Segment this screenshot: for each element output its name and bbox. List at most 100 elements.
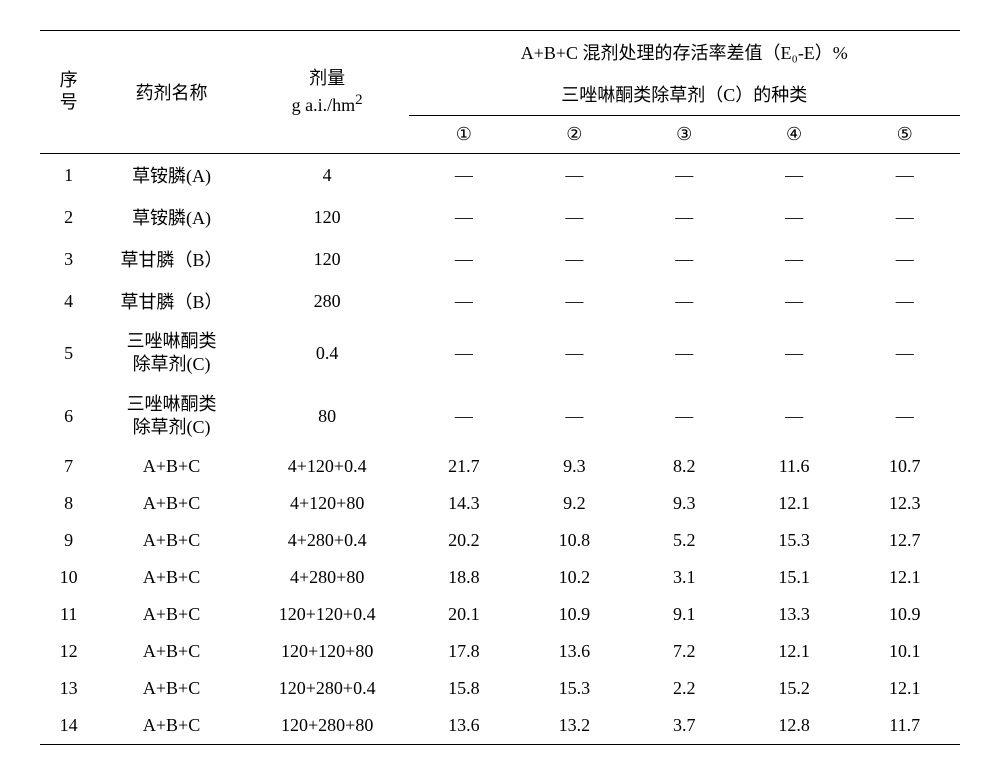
cell-value: — (630, 154, 739, 197)
cell-value: 9.3 (630, 485, 739, 522)
table-row: 2草铵膦(A)120————— (40, 196, 960, 238)
cell-value: — (519, 322, 630, 385)
cell-value: 15.2 (739, 670, 850, 707)
cell-value: 11.6 (739, 448, 850, 485)
cell-value: — (849, 280, 960, 322)
cell-value: — (739, 280, 850, 322)
cell-seq: 5 (40, 322, 97, 385)
cell-value: 13.2 (519, 707, 630, 745)
cell-name: A+B+C (97, 448, 245, 485)
cell-dose: 4 (246, 154, 409, 197)
header-seq: 序 号 (40, 31, 97, 154)
cell-value: 20.1 (409, 596, 520, 633)
cell-value: — (630, 196, 739, 238)
cell-value: — (739, 385, 850, 448)
cell-value: 8.2 (630, 448, 739, 485)
cell-value: 17.8 (409, 633, 520, 670)
cell-name: 三唑啉酮类除草剂(C) (97, 385, 245, 448)
table-row: 3草甘膦（B）120————— (40, 238, 960, 280)
cell-seq: 4 (40, 280, 97, 322)
cell-name: A+B+C (97, 559, 245, 596)
header-seq-l2: 号 (60, 92, 78, 112)
cell-dose: 120+120+80 (246, 633, 409, 670)
cell-name: 草铵膦(A) (97, 154, 245, 197)
cell-value: 3.7 (630, 707, 739, 745)
cell-value: — (849, 238, 960, 280)
cell-value: 20.2 (409, 522, 520, 559)
table-row: 13A+B+C120+280+0.415.815.32.215.212.1 (40, 670, 960, 707)
header-seq-l1: 序 (60, 70, 78, 90)
cell-name: A+B+C (97, 707, 245, 745)
cell-value: 14.3 (409, 485, 520, 522)
cell-value: 12.7 (849, 522, 960, 559)
cell-value: 13.3 (739, 596, 850, 633)
table-row: 9A+B+C4+280+0.420.210.85.215.312.7 (40, 522, 960, 559)
cell-name: 草甘膦（B） (97, 238, 245, 280)
cell-value: — (849, 196, 960, 238)
table-row: 4草甘膦（B）280————— (40, 280, 960, 322)
header-dose-sup: 2 (355, 92, 363, 108)
cell-value: — (630, 385, 739, 448)
cell-value: 21.7 (409, 448, 520, 485)
header-c1: ① (409, 116, 520, 154)
table-row: 14A+B+C120+280+8013.613.23.712.811.7 (40, 707, 960, 745)
cell-value: — (849, 154, 960, 197)
cell-value: 12.3 (849, 485, 960, 522)
cell-value: — (409, 385, 520, 448)
header-dose: 剂量 g a.i./hm2 (246, 31, 409, 154)
cell-value: 12.1 (849, 670, 960, 707)
cell-seq: 10 (40, 559, 97, 596)
cell-value: 15.8 (409, 670, 520, 707)
header-main-sub: 三唑啉酮类除草剂（C）的种类 (409, 73, 960, 116)
table-row: 12A+B+C120+120+8017.813.67.212.110.1 (40, 633, 960, 670)
cell-value: — (409, 196, 520, 238)
cell-value: — (409, 280, 520, 322)
cell-value: 15.3 (519, 670, 630, 707)
cell-dose: 4+280+80 (246, 559, 409, 596)
cell-value: — (409, 322, 520, 385)
header-main-top: A+B+C 混剂处理的存活率差值（E₀-E）% (409, 31, 960, 74)
cell-value: 10.8 (519, 522, 630, 559)
cell-value: 10.2 (519, 559, 630, 596)
cell-value: — (739, 322, 850, 385)
cell-value: — (519, 238, 630, 280)
cell-seq: 13 (40, 670, 97, 707)
cell-dose: 120+280+0.4 (246, 670, 409, 707)
cell-value: 15.1 (739, 559, 850, 596)
cell-dose: 120 (246, 238, 409, 280)
cell-value: 15.3 (739, 522, 850, 559)
cell-value: 5.2 (630, 522, 739, 559)
cell-name: A+B+C (97, 522, 245, 559)
cell-value: — (519, 280, 630, 322)
cell-seq: 12 (40, 633, 97, 670)
cell-value: 11.7 (849, 707, 960, 745)
cell-value: — (519, 196, 630, 238)
cell-name: A+B+C (97, 670, 245, 707)
cell-value: 3.1 (630, 559, 739, 596)
cell-value: 9.3 (519, 448, 630, 485)
cell-seq: 3 (40, 238, 97, 280)
cell-value: 13.6 (519, 633, 630, 670)
cell-value: — (630, 322, 739, 385)
header-dose-l2: g a.i./hm (292, 95, 356, 115)
cell-value: — (739, 196, 850, 238)
cell-dose: 4+120+0.4 (246, 448, 409, 485)
cell-value: — (739, 238, 850, 280)
cell-value: 9.2 (519, 485, 630, 522)
cell-seq: 8 (40, 485, 97, 522)
cell-dose: 4+280+0.4 (246, 522, 409, 559)
cell-name: 三唑啉酮类除草剂(C) (97, 322, 245, 385)
cell-value: 9.1 (630, 596, 739, 633)
cell-value: — (849, 322, 960, 385)
cell-value: — (630, 238, 739, 280)
cell-dose: 4+120+80 (246, 485, 409, 522)
cell-value: — (519, 385, 630, 448)
header-c4: ④ (739, 116, 850, 154)
cell-value: 12.8 (739, 707, 850, 745)
cell-value: 18.8 (409, 559, 520, 596)
cell-value: 10.1 (849, 633, 960, 670)
cell-value: 12.1 (849, 559, 960, 596)
cell-name: 草铵膦(A) (97, 196, 245, 238)
cell-seq: 9 (40, 522, 97, 559)
cell-value: 13.6 (409, 707, 520, 745)
